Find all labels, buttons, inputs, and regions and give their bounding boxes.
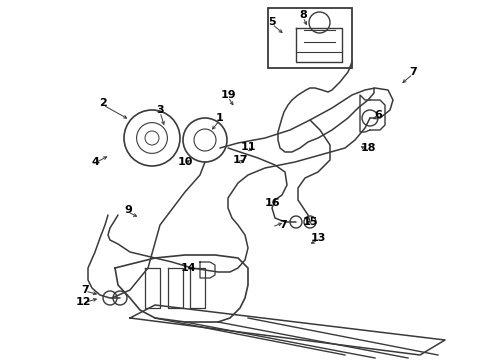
Text: 2: 2 <box>99 98 107 108</box>
Text: 9: 9 <box>124 205 132 215</box>
Text: 14: 14 <box>180 263 196 273</box>
Text: 7: 7 <box>81 285 89 295</box>
Text: 8: 8 <box>299 10 307 20</box>
Text: 4: 4 <box>91 157 99 167</box>
Text: 7: 7 <box>279 220 287 230</box>
Text: 19: 19 <box>220 90 236 100</box>
Text: 12: 12 <box>75 297 91 307</box>
Text: 6: 6 <box>374 110 382 120</box>
Text: 1: 1 <box>216 113 224 123</box>
Text: 17: 17 <box>232 155 248 165</box>
Text: 5: 5 <box>268 17 276 27</box>
Text: 16: 16 <box>264 198 280 208</box>
Text: 11: 11 <box>240 142 256 152</box>
Bar <box>268 8 352 68</box>
Text: 18: 18 <box>360 143 376 153</box>
Text: 13: 13 <box>310 233 326 243</box>
Text: 10: 10 <box>177 157 193 167</box>
Text: 15: 15 <box>302 217 318 227</box>
Text: 7: 7 <box>409 67 417 77</box>
Text: 3: 3 <box>156 105 164 115</box>
